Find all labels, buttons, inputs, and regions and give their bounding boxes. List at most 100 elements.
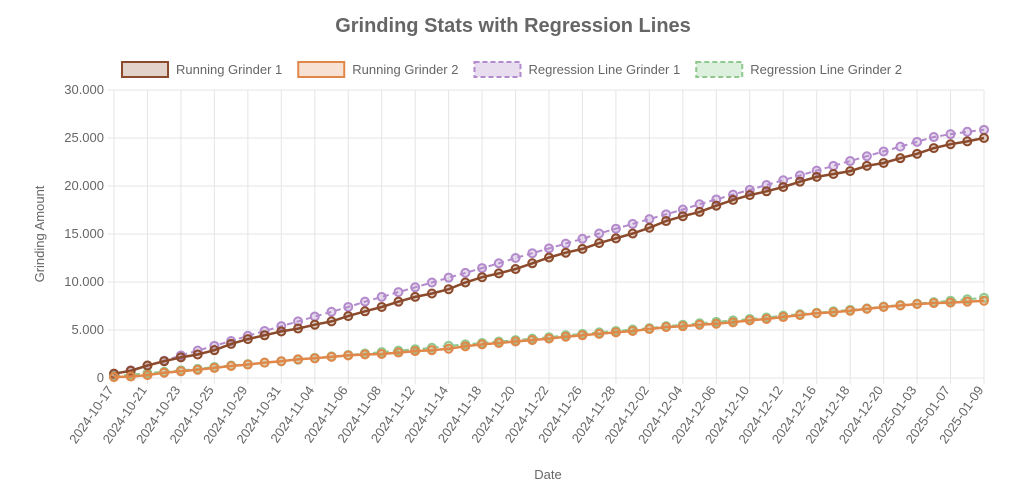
- data-point[interactable]: [560, 331, 571, 342]
- data-point[interactable]: [979, 133, 989, 143]
- data-point[interactable]: [410, 291, 421, 302]
- data-point[interactable]: [644, 222, 655, 233]
- data-point[interactable]: [527, 248, 538, 259]
- data-point[interactable]: [627, 218, 638, 229]
- data-point[interactable]: [159, 356, 170, 367]
- data-point[interactable]: [209, 362, 220, 373]
- data-point[interactable]: [125, 371, 136, 382]
- data-point[interactable]: [426, 345, 437, 356]
- data-point[interactable]: [242, 334, 253, 345]
- data-point[interactable]: [979, 124, 989, 135]
- data-point[interactable]: [326, 316, 337, 327]
- data-point[interactable]: [895, 141, 906, 152]
- data-point[interactable]: [811, 308, 822, 319]
- data-point[interactable]: [828, 307, 839, 318]
- data-point[interactable]: [677, 211, 688, 222]
- data-point[interactable]: [393, 287, 404, 298]
- data-point[interactable]: [226, 338, 237, 349]
- data-point[interactable]: [711, 318, 722, 329]
- data-point[interactable]: [644, 214, 655, 225]
- data-point[interactable]: [744, 315, 755, 326]
- data-point[interactable]: [276, 356, 287, 367]
- data-point[interactable]: [845, 156, 856, 167]
- data-point[interactable]: [828, 169, 839, 179]
- data-point[interactable]: [259, 330, 270, 341]
- data-point[interactable]: [577, 243, 588, 254]
- data-point[interactable]: [376, 291, 387, 302]
- data-point[interactable]: [376, 301, 387, 312]
- data-point[interactable]: [945, 297, 956, 308]
- data-point[interactable]: [811, 171, 822, 182]
- data-point[interactable]: [794, 176, 805, 187]
- data-point[interactable]: [962, 296, 973, 307]
- data-point[interactable]: [192, 349, 203, 360]
- data-point[interactable]: [861, 151, 872, 162]
- data-point[interactable]: [778, 181, 789, 192]
- data-point[interactable]: [627, 228, 638, 239]
- data-point[interactable]: [410, 282, 421, 293]
- data-point[interactable]: [326, 351, 337, 362]
- data-point[interactable]: [309, 353, 320, 364]
- legend-item[interactable]: Regression Line Grinder 1: [473, 61, 680, 78]
- data-point[interactable]: [661, 209, 672, 220]
- data-point[interactable]: [778, 312, 789, 323]
- data-point[interactable]: [510, 253, 521, 263]
- data-point[interactable]: [594, 238, 605, 249]
- data-point[interactable]: [242, 359, 253, 370]
- data-point[interactable]: [109, 372, 119, 383]
- data-point[interactable]: [945, 129, 956, 140]
- data-point[interactable]: [309, 311, 320, 322]
- data-point[interactable]: [359, 296, 370, 307]
- data-point[interactable]: [359, 306, 370, 317]
- data-point[interactable]: [527, 258, 538, 269]
- data-point[interactable]: [577, 233, 588, 244]
- data-point[interactable]: [142, 360, 153, 371]
- data-point[interactable]: [393, 347, 404, 358]
- data-point[interactable]: [309, 319, 320, 330]
- data-point[interactable]: [359, 349, 370, 360]
- data-point[interactable]: [594, 328, 605, 339]
- data-point[interactable]: [577, 330, 588, 341]
- data-point[interactable]: [293, 354, 304, 365]
- legend[interactable]: Running Grinder 1 Running Grinder 2 Regres…: [121, 61, 902, 78]
- data-point[interactable]: [895, 153, 906, 164]
- data-point[interactable]: [443, 284, 454, 295]
- data-point[interactable]: [326, 306, 337, 317]
- data-point[interactable]: [878, 146, 889, 157]
- data-point[interactable]: [343, 311, 354, 322]
- data-point[interactable]: [861, 303, 872, 314]
- data-point[interactable]: [661, 322, 672, 333]
- data-point[interactable]: [694, 319, 705, 330]
- data-point[interactable]: [527, 335, 538, 346]
- data-point[interactable]: [627, 325, 638, 336]
- data-point[interactable]: [192, 364, 203, 375]
- data-point[interactable]: [744, 190, 755, 201]
- data-point[interactable]: [443, 272, 454, 283]
- data-point[interactable]: [510, 336, 521, 347]
- data-point[interactable]: [477, 339, 488, 350]
- data-point[interactable]: [794, 310, 805, 321]
- data-point[interactable]: [610, 327, 621, 338]
- data-point[interactable]: [912, 299, 923, 310]
- data-point[interactable]: [861, 160, 872, 171]
- data-point[interactable]: [962, 136, 973, 147]
- data-point[interactable]: [878, 157, 889, 168]
- data-point[interactable]: [493, 337, 504, 348]
- data-point[interactable]: [544, 243, 554, 254]
- data-point[interactable]: [376, 349, 387, 359]
- data-point[interactable]: [175, 352, 186, 363]
- data-point[interactable]: [928, 143, 939, 154]
- data-point[interactable]: [510, 264, 521, 275]
- data-point[interactable]: [209, 345, 220, 356]
- data-point[interactable]: [845, 305, 856, 316]
- data-point[interactable]: [426, 277, 437, 288]
- data-point[interactable]: [979, 295, 989, 306]
- data-point[interactable]: [343, 350, 354, 361]
- data-point[interactable]: [912, 148, 923, 159]
- data-point[interactable]: [293, 323, 304, 334]
- data-point[interactable]: [728, 317, 739, 328]
- data-point[interactable]: [343, 301, 354, 312]
- data-point[interactable]: [761, 313, 772, 324]
- data-point[interactable]: [644, 324, 655, 335]
- data-point[interactable]: [928, 132, 939, 143]
